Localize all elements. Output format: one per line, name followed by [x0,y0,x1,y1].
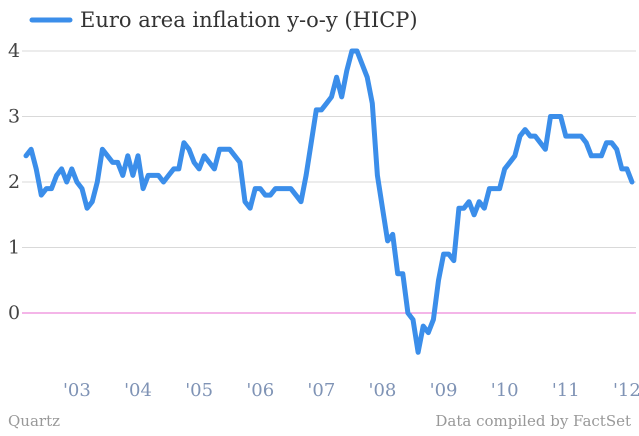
source-left: Quartz [8,412,60,430]
gridlines [22,50,636,314]
y-tick-label: 1 [8,237,20,259]
legend: Euro area inflation y-o-y (HICP) [29,8,418,32]
y-tick-label: 4 [8,40,20,62]
x-tick-label: '11 [552,380,580,401]
x-tick-label: '03 [63,380,91,401]
x-tick-label: '12 [613,380,639,401]
x-tick-label: '08 [369,380,397,401]
y-axis-ticks: 0 1 2 3 4 [8,40,20,324]
x-tick-label: '07 [307,380,335,401]
series-layer [23,48,635,355]
x-tick-label: '04 [124,380,152,401]
y-tick-label: 2 [8,171,20,193]
y-tick-label: 3 [8,106,20,128]
y-tick-label: 0 [8,302,20,324]
x-tick-label: '10 [491,380,519,401]
x-tick-label: '06 [246,380,274,401]
series-line-euro-inflation [23,48,635,355]
x-axis-ticks: '03 '04 '05 '06 '07 '08 '09 '10 '11 '12 [63,380,639,401]
source-right: Data compiled by FactSet [435,412,631,430]
x-tick-label: '09 [430,380,458,401]
x-tick-label: '05 [185,380,213,401]
legend-label: Euro area inflation y-o-y (HICP) [80,8,418,32]
